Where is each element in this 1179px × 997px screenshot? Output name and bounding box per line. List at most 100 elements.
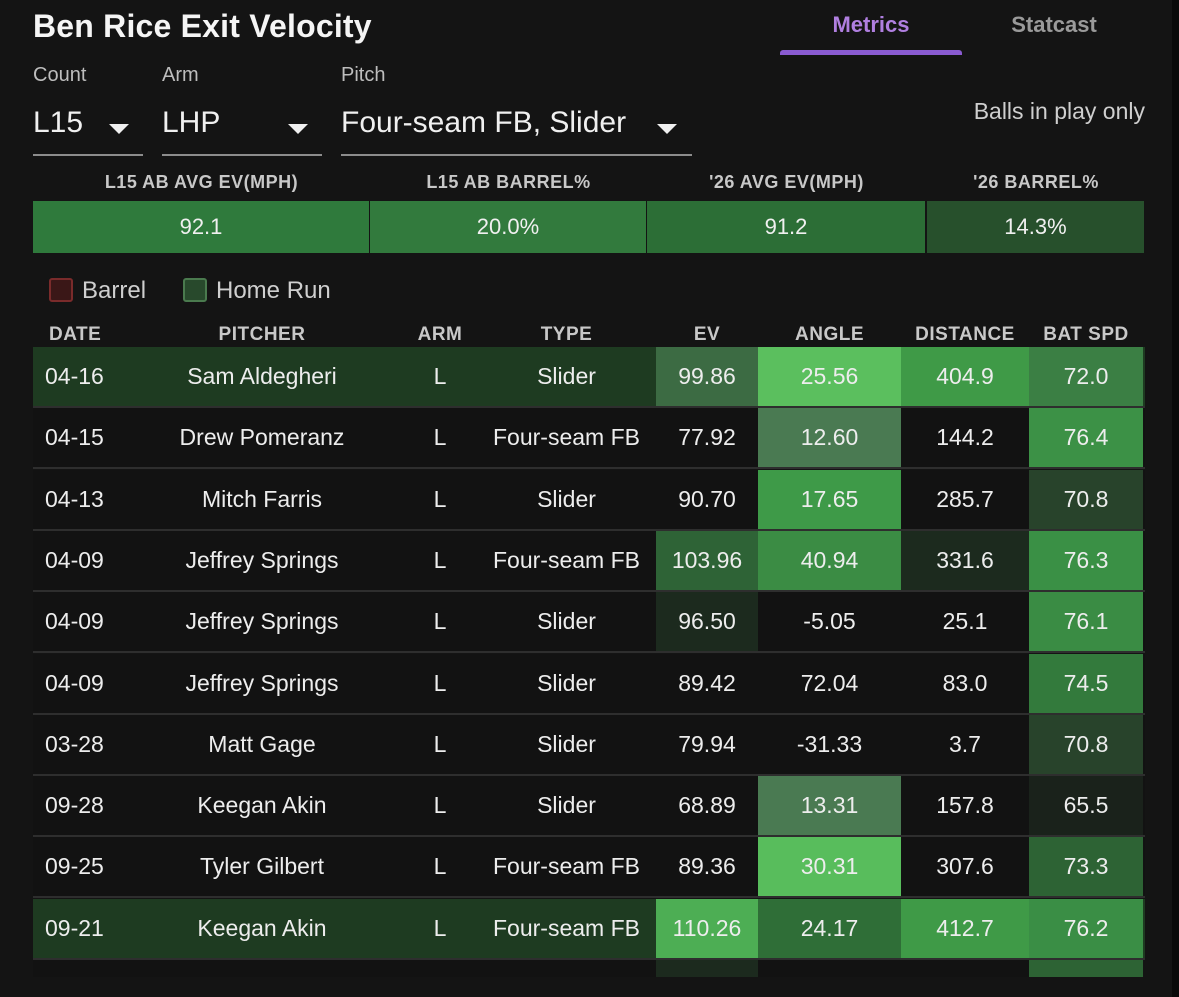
- cell-distance: 144.2: [901, 408, 1029, 468]
- table-row[interactable]: 09-28 Keegan Akin L Slider 68.89 13.31 157.8 65…: [33, 776, 1145, 838]
- page-title: Ben Rice Exit Velocity: [33, 8, 372, 44]
- cell-distance: 25.1: [901, 592, 1029, 652]
- cell-ev: 96.50: [656, 592, 758, 652]
- cell-distance: 331.6: [901, 530, 1029, 590]
- cell-distance: 285.7: [901, 469, 1029, 529]
- cell-bat-spd: 73.3: [1029, 837, 1143, 897]
- cell-angle: 25.56: [758, 347, 901, 406]
- cell-pitcher: Drew Pomeranz: [179, 424, 345, 451]
- cell-pitcher: Jeffrey Springs: [185, 608, 339, 635]
- table-row[interactable]: 03-28 Matt Gage L Slider 79.94 -31.33 3.7 70.8: [33, 714, 1145, 776]
- cell-distance: 412.7: [901, 898, 1029, 958]
- table-row[interactable]: 04-09 Jeffrey Springs L Slider 96.50 -5.05 25.…: [33, 592, 1145, 654]
- cell-arm: L: [433, 792, 447, 819]
- cell-date: 04-16: [33, 347, 121, 406]
- cell-bat-spd: 65.5: [1029, 776, 1143, 836]
- cell-arm: L: [433, 424, 447, 451]
- partial-row-cell: [33, 960, 656, 977]
- cell-arm: L: [433, 485, 447, 512]
- cell-pitcher: Tyler Gilbert: [200, 853, 324, 880]
- column-header-bat-spd[interactable]: BAT SPD: [1043, 324, 1129, 345]
- home-run-swatch-icon: [183, 278, 207, 302]
- column-header-pitcher[interactable]: PITCHER: [218, 324, 306, 345]
- pitch-filter-select[interactable]: Four-seam FB, Slider: [341, 102, 692, 156]
- cell-angle: -31.33: [758, 714, 901, 774]
- chevron-down-icon: [288, 124, 308, 134]
- row-divider: [33, 589, 1145, 592]
- cell-date: 04-09: [45, 546, 104, 573]
- cell-date: 04-09: [45, 669, 104, 696]
- column-header-angle[interactable]: ANGLE: [795, 324, 864, 345]
- cell-date: 04-13: [45, 485, 104, 512]
- cell-date: 09-21: [33, 898, 121, 958]
- row-divider: [33, 651, 1145, 654]
- cell-angle: 24.17: [758, 898, 901, 958]
- cell-arm: L: [433, 608, 447, 635]
- active-tab-indicator: [780, 50, 962, 55]
- cell-type: Four-seam FB: [493, 853, 640, 880]
- cell-type: Slider: [537, 792, 596, 819]
- cell-date: 04-09: [45, 608, 104, 635]
- balls-in-play-toggle-label[interactable]: Balls in play only: [973, 98, 1145, 124]
- cell-date: 09-28: [45, 792, 104, 819]
- cell-ev: 99.86: [656, 347, 758, 406]
- cell-type: Four-seam FB: [477, 898, 656, 958]
- cell-bat-spd: 76.3: [1029, 530, 1143, 590]
- row-divider: [33, 773, 1145, 776]
- cell-type: Four-seam FB: [493, 546, 640, 573]
- arm-filter-select[interactable]: LHP: [162, 102, 322, 156]
- cell-arm: L: [433, 853, 447, 880]
- row-divider: [33, 528, 1145, 531]
- cell-arm: L: [433, 669, 447, 696]
- summary-label: '26 BARREL%: [973, 172, 1099, 192]
- table-row[interactable]: 09-25 Tyler Gilbert L Four-seam FB 89.36 30.3…: [33, 837, 1145, 899]
- pitch-filter-label: Pitch: [341, 64, 386, 86]
- summary-label: L15 AB BARREL%: [426, 172, 591, 192]
- partial-row-cell: [1029, 960, 1143, 977]
- column-header-type[interactable]: TYPE: [540, 324, 593, 345]
- cell-bat-spd: 74.5: [1029, 653, 1143, 713]
- cell-angle: 13.31: [758, 776, 901, 836]
- cell-ev: 110.26: [656, 898, 758, 958]
- cell-arm: L: [433, 546, 447, 573]
- column-header-distance[interactable]: DISTANCE: [915, 324, 1015, 345]
- cell-bat-spd: 70.8: [1029, 469, 1143, 529]
- row-divider: [33, 835, 1145, 838]
- count-filter-select[interactable]: L15: [33, 102, 143, 156]
- table-row[interactable]: 04-13 Mitch Farris L Slider 90.70 17.65 285.7 7…: [33, 469, 1145, 531]
- home-run-legend-label: Home Run: [216, 277, 331, 304]
- cell-type: Slider: [537, 485, 596, 512]
- pitch-filter-value: Four-seam FB, Slider: [341, 106, 627, 139]
- table-row[interactable]: 04-15 Drew Pomeranz L Four-seam FB 77.92 12.6…: [33, 408, 1145, 470]
- table-row[interactable]: 04-09 Jeffrey Springs L Four-seam FB 103.96 4…: [33, 530, 1145, 592]
- table-row[interactable]: 04-09 Jeffrey Springs L Slider 89.42 72.04 83.…: [33, 653, 1145, 715]
- cell-ev: 77.92: [656, 408, 758, 468]
- cell-ev: 103.96: [656, 530, 758, 590]
- table-row[interactable]: 04-16 Sam Aldegheri L Slider 99.86 25.56 404.9…: [33, 347, 1145, 408]
- cell-type: Slider: [537, 730, 596, 757]
- cell-distance: 307.6: [901, 837, 1029, 897]
- count-filter-value: L15: [33, 106, 84, 139]
- column-header-ev[interactable]: EV: [693, 324, 721, 345]
- summary-value: 20.0%: [370, 201, 647, 253]
- cell-angle: -5.05: [758, 592, 901, 652]
- cell-angle: 30.31: [758, 837, 901, 897]
- summary-value: 92.1: [33, 201, 370, 253]
- column-header-arm[interactable]: ARM: [417, 324, 463, 345]
- arm-filter-value: LHP: [162, 106, 221, 139]
- tab-statcast[interactable]: Statcast: [1011, 12, 1097, 37]
- cell-ev: 89.36: [656, 837, 758, 897]
- tab-metrics[interactable]: Metrics: [832, 12, 910, 37]
- cell-bat-spd: 72.0: [1029, 347, 1143, 406]
- cell-type: Slider: [477, 347, 656, 406]
- partial-row-cell: [901, 960, 1029, 977]
- summary-label: '26 AVG EV(MPH): [709, 172, 864, 192]
- cell-angle: 72.04: [758, 653, 901, 713]
- cell-distance: 83.0: [901, 653, 1029, 713]
- cell-date: 09-25: [45, 853, 104, 880]
- cell-pitcher: Jeffrey Springs: [185, 546, 339, 573]
- column-header-date[interactable]: DATE: [49, 324, 102, 345]
- scrollbar[interactable]: [1172, 0, 1179, 997]
- table-row[interactable]: 09-21 Keegan Akin L Four-seam FB 110.26 24.17…: [33, 898, 1145, 960]
